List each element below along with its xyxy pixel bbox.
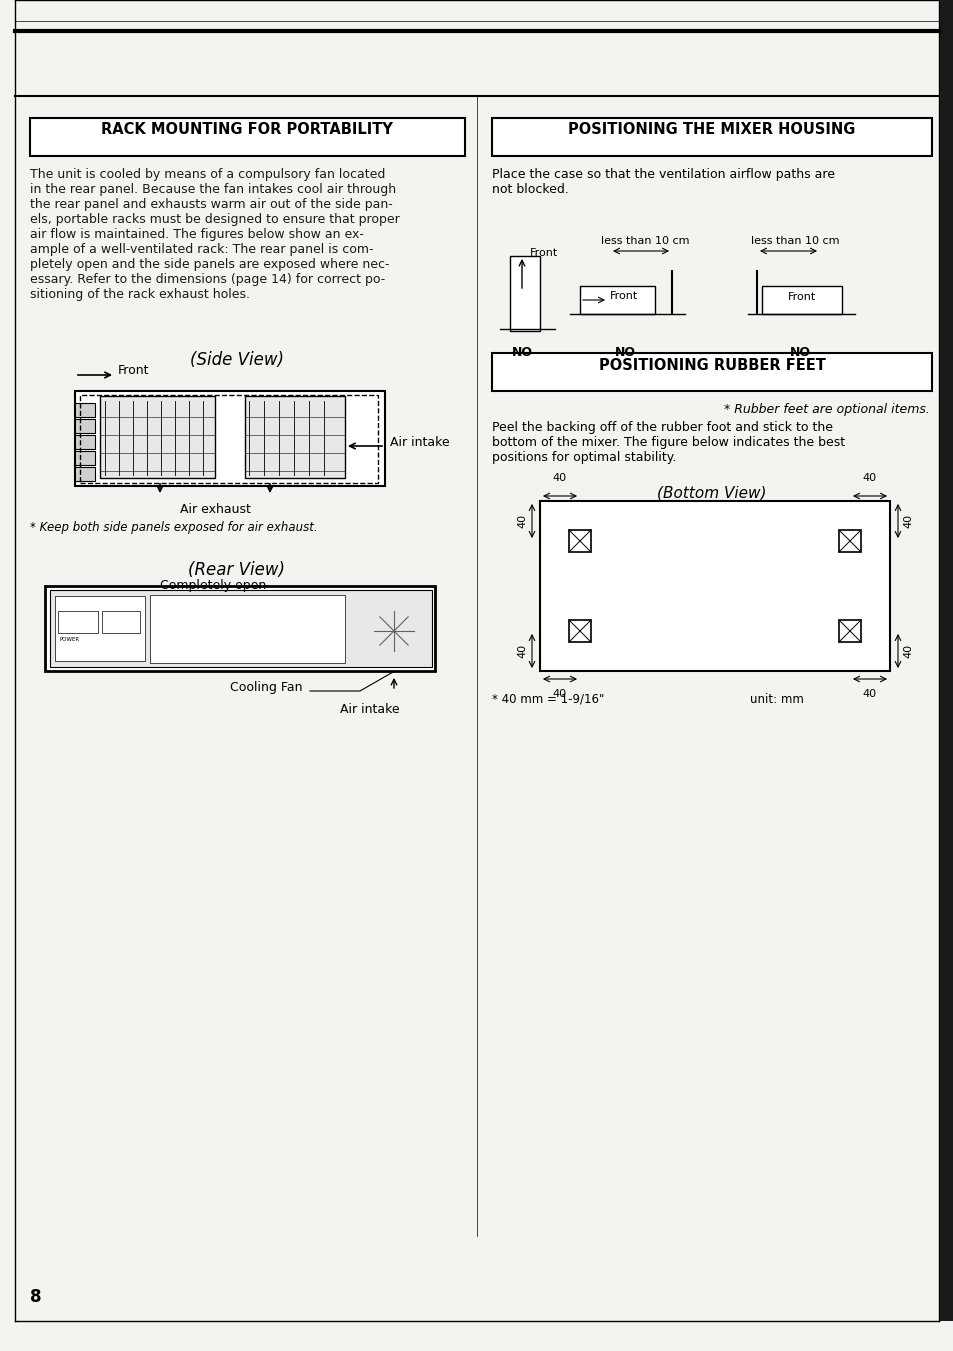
Text: 40: 40 — [517, 513, 526, 528]
Bar — [75, 435, 95, 449]
Bar — [102, 611, 140, 634]
Bar — [75, 419, 95, 434]
Text: (Rear View): (Rear View) — [189, 561, 285, 580]
Text: less than 10 cm: less than 10 cm — [750, 236, 839, 246]
Circle shape — [188, 640, 195, 648]
Text: unit: mm: unit: mm — [749, 693, 803, 707]
Text: Peel the backing off of the rubber foot and stick to the
bottom of the mixer. Th: Peel the backing off of the rubber foot … — [492, 422, 844, 463]
Bar — [100, 396, 214, 478]
Text: 40: 40 — [517, 644, 526, 658]
Text: (Bottom View): (Bottom View) — [657, 486, 766, 501]
Bar — [838, 620, 861, 642]
Bar — [75, 390, 385, 486]
Bar — [150, 594, 345, 663]
Bar — [492, 353, 931, 390]
Circle shape — [218, 620, 226, 628]
Bar — [939, 0, 953, 1321]
Circle shape — [158, 640, 166, 648]
Circle shape — [188, 620, 195, 628]
Text: Air intake: Air intake — [339, 703, 399, 716]
Text: 40: 40 — [553, 473, 566, 484]
Bar — [838, 530, 861, 553]
Circle shape — [218, 640, 226, 648]
Text: 40: 40 — [553, 689, 566, 698]
Text: NO: NO — [614, 346, 635, 359]
Text: Front: Front — [787, 292, 815, 303]
Circle shape — [248, 640, 255, 648]
Text: POSITIONING RUBBER FEET: POSITIONING RUBBER FEET — [598, 358, 824, 373]
Bar — [80, 394, 377, 484]
Bar — [55, 596, 145, 661]
Bar — [30, 118, 464, 155]
Bar — [539, 501, 889, 671]
Circle shape — [158, 620, 166, 628]
Text: POSITIONING THE MIXER HOUSING: POSITIONING THE MIXER HOUSING — [568, 122, 855, 136]
Bar — [510, 255, 539, 331]
Text: Air intake: Air intake — [390, 435, 449, 449]
Bar — [568, 530, 590, 553]
Text: Place the case so that the ventilation airflow paths are
not blocked.: Place the case so that the ventilation a… — [492, 168, 834, 196]
Circle shape — [248, 620, 255, 628]
Text: Completely open: Completely open — [160, 580, 266, 592]
Bar — [245, 396, 345, 478]
Text: Air exhaust: Air exhaust — [179, 503, 251, 516]
Circle shape — [277, 620, 286, 628]
Bar — [75, 403, 95, 417]
Text: * 40 mm = 1-9/16": * 40 mm = 1-9/16" — [492, 693, 604, 707]
Text: Front: Front — [118, 365, 150, 377]
Text: Front: Front — [609, 290, 638, 301]
Text: less than 10 cm: less than 10 cm — [600, 236, 688, 246]
Bar — [761, 286, 841, 313]
Text: 40: 40 — [902, 513, 912, 528]
Bar — [45, 586, 435, 671]
Text: NO: NO — [789, 346, 810, 359]
Bar — [568, 620, 590, 642]
Text: 40: 40 — [902, 644, 912, 658]
Bar — [579, 286, 655, 313]
Bar — [75, 467, 95, 481]
Text: 40: 40 — [862, 689, 876, 698]
Text: RACK MOUNTING FOR PORTABILITY: RACK MOUNTING FOR PORTABILITY — [101, 122, 393, 136]
Text: 40: 40 — [862, 473, 876, 484]
Circle shape — [372, 609, 416, 653]
Text: Cooling Fan: Cooling Fan — [230, 681, 302, 694]
Text: (Side View): (Side View) — [190, 351, 284, 369]
Bar — [492, 118, 931, 155]
Text: Front: Front — [530, 249, 558, 258]
Text: POWER: POWER — [60, 638, 80, 642]
Text: * Rubber feet are optional items.: * Rubber feet are optional items. — [723, 403, 929, 416]
Text: 8: 8 — [30, 1288, 42, 1306]
Circle shape — [389, 626, 398, 636]
Text: * Keep both side panels exposed for air exhaust.: * Keep both side panels exposed for air … — [30, 521, 317, 534]
Circle shape — [277, 640, 286, 648]
Text: The unit is cooled by means of a compulsory fan located
in the rear panel. Becau: The unit is cooled by means of a compuls… — [30, 168, 399, 301]
Bar — [75, 451, 95, 465]
Text: NO: NO — [511, 346, 532, 359]
Bar — [50, 590, 432, 667]
Circle shape — [308, 620, 315, 628]
Circle shape — [308, 640, 315, 648]
Bar — [58, 611, 98, 634]
